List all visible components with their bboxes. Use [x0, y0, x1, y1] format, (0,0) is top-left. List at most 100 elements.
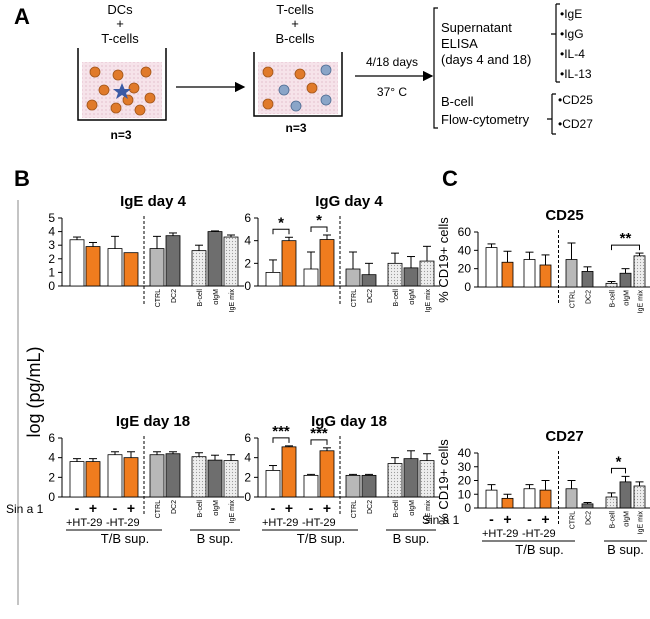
category-label: CTRL	[570, 511, 577, 529]
bar	[345, 474, 361, 498]
category-label: B-cell	[610, 290, 617, 308]
sin-a1-label: Sin a 1	[422, 513, 460, 527]
y-tick-label: 40	[458, 446, 472, 460]
bar	[207, 231, 223, 287]
readout-bracket	[433, 7, 438, 129]
y-tick-label: 1	[48, 265, 55, 279]
bar	[149, 248, 165, 287]
bar	[281, 240, 297, 287]
incubation-temp: 37° C	[377, 85, 407, 99]
flow-item-cd27: •CD27	[558, 117, 593, 131]
ylabel-b: log (pg/mL)	[24, 346, 44, 437]
well2-n: n=3	[285, 121, 306, 135]
sin-a1-sign: +	[503, 511, 511, 527]
bar	[265, 470, 281, 498]
bar	[107, 454, 123, 498]
bar	[265, 271, 281, 287]
significance-bracket	[272, 437, 290, 443]
significance-bracket	[611, 467, 626, 474]
bar	[581, 503, 594, 509]
bar	[303, 268, 319, 287]
well-dc-tcells: DCs + T-cells n=3	[77, 2, 167, 142]
bar	[85, 461, 101, 498]
y-tick-label: 30	[458, 460, 472, 474]
chart-title: IgE day 18	[116, 413, 190, 430]
category-label: αIgM	[409, 289, 416, 305]
significance-mark: **	[620, 230, 632, 247]
sin-a1-sign: -	[113, 500, 118, 516]
y-tick-label: 6	[244, 431, 251, 445]
dc-cells	[86, 66, 156, 116]
bar	[605, 282, 618, 288]
y-tick-label: 5	[48, 211, 55, 225]
category-label: DC2	[171, 500, 178, 514]
flow-title-cytometry: Flow-cytometry	[441, 112, 530, 127]
well1-outline	[77, 48, 167, 121]
bar	[319, 450, 335, 498]
incubation-days: 4/18 days	[366, 55, 418, 69]
category-label: IgE mix	[425, 500, 432, 524]
chart-title: CD27	[545, 428, 583, 445]
y-tick-label: 0	[244, 279, 251, 293]
chart-title: CD25	[545, 207, 583, 224]
panel-label-b: B	[14, 166, 30, 191]
bar	[165, 235, 181, 287]
bar	[633, 485, 646, 509]
category-label: B-cell	[393, 500, 400, 518]
bar	[387, 463, 403, 498]
bar	[207, 459, 223, 498]
y-tick-label: 4	[244, 451, 251, 465]
sin-a1-sign: -	[527, 511, 532, 527]
bar	[403, 267, 419, 287]
flow-item-cd25: •CD25	[558, 93, 593, 107]
tb-sup-label: T/B sup.	[515, 542, 563, 557]
ht29-pos-label: +HT-29	[482, 528, 518, 540]
y-tick-label: 40	[458, 243, 472, 257]
category-label: IgE mix	[229, 289, 236, 313]
sin-a1-sign: -	[75, 500, 80, 516]
y-tick-label: 6	[244, 211, 251, 225]
bar	[345, 268, 361, 287]
sin-a1-sign: -	[271, 500, 276, 516]
category-label: αIgM	[213, 289, 220, 305]
tb-cells	[262, 64, 332, 112]
elisa-item-igg: •IgG	[560, 27, 584, 41]
category-label: DC2	[586, 511, 593, 525]
flow-bracket	[547, 93, 556, 135]
sin-a1-sign: +	[285, 500, 293, 516]
category-label: B-cell	[393, 289, 400, 307]
y-tick-label: 3	[48, 238, 55, 252]
bar	[485, 247, 498, 288]
b-sup-label: B sup.	[393, 531, 430, 546]
category-label: IgE mix	[638, 511, 645, 535]
category-label: IgE mix	[425, 289, 432, 313]
chart-title: IgG day 18	[311, 413, 387, 430]
sin-a1-sign: +	[89, 500, 97, 516]
category-label: CTRL	[351, 289, 358, 307]
bar	[361, 274, 377, 287]
chart-title: IgE day 4	[120, 193, 187, 210]
ht29-neg-label: -HT-29	[522, 528, 556, 540]
ylabel-c-top: % CD19+ cells	[436, 217, 451, 303]
y-tick-label: 60	[458, 225, 472, 239]
y-tick-label: 10	[458, 487, 472, 501]
y-tick-label: 4	[48, 225, 55, 239]
bar	[191, 250, 207, 287]
bar	[107, 248, 123, 287]
well1-plus-label: +	[116, 16, 124, 31]
elisa-item-ige: •IgE	[560, 7, 582, 21]
bar	[605, 496, 618, 509]
significance-mark: *	[316, 212, 322, 229]
elisa-item-il4: •IL-4	[560, 47, 585, 61]
sin-a1-sign: +	[127, 500, 135, 516]
y-tick-label: 20	[458, 474, 472, 488]
category-label: DC2	[171, 289, 178, 303]
category-label: IgE mix	[638, 290, 645, 314]
bar	[123, 457, 139, 498]
category-label: DC2	[367, 289, 374, 303]
sin-a1-sign: +	[323, 500, 331, 516]
y-tick-label: 2	[48, 252, 55, 266]
bar	[69, 239, 85, 287]
well2-bottom-label: B-cells	[275, 31, 315, 46]
bar	[165, 453, 181, 498]
